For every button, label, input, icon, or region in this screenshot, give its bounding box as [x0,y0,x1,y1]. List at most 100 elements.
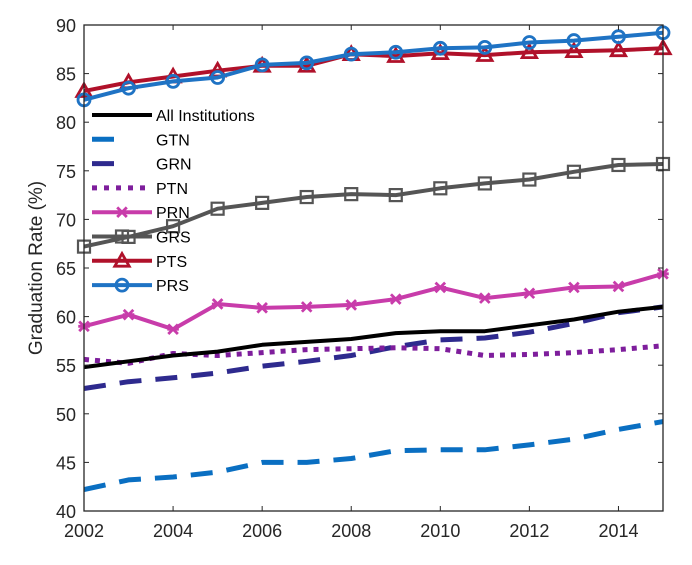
legend-marker [112,250,132,268]
asterisk-marker [256,302,268,314]
series-gtn [83,419,664,493]
series-line [83,30,664,102]
data-point [523,287,536,300]
series-ptn [83,343,664,366]
square-marker [388,188,403,203]
triangle-marker [112,250,132,268]
circle-marker [343,46,359,62]
data-point [568,281,580,294]
x-tick-label: 2008 [331,521,371,541]
asterisk-marker [389,293,402,305]
asterisk-marker [116,206,128,218]
square-marker [522,172,537,187]
data-point [121,80,136,96]
series-line [83,304,664,370]
data-point [344,187,359,202]
legend-label: All Institutions [156,108,255,125]
asterisk-marker [300,301,313,313]
legend-item: PRN [92,205,190,222]
circle-marker [432,40,448,56]
legend-item: PTN [92,181,188,198]
data-point [611,29,626,45]
data-point [299,55,315,71]
asterisk-marker [523,287,536,300]
data-point [165,73,181,89]
y-tick-label: 90 [56,16,76,36]
data-point [434,281,447,294]
y-tick-label: 70 [56,210,76,230]
data-point [210,70,226,85]
data-point [566,164,582,179]
y-tick-label: 50 [56,405,76,425]
legend-label: PRN [156,205,190,222]
data-point [522,172,537,187]
data-point [256,302,268,314]
series-grn [83,304,664,391]
circle-marker [121,80,136,96]
legend-item: PRS [92,277,189,295]
series-all-institutions [83,304,664,370]
data-point [475,45,495,62]
data-point [611,157,626,173]
y-tick-label: 85 [56,65,76,85]
legend: All Institutions GTN GRN PTN PRN GRS PTS PRS [92,108,255,295]
data-point [521,35,537,50]
triangle-marker [608,40,629,58]
series-line [83,343,664,366]
data-point [433,181,448,196]
data-point [345,299,358,311]
square-marker [114,229,130,244]
y-tick-label: 40 [56,502,76,522]
square-marker [255,195,270,210]
square-marker [611,157,626,173]
data-point [343,46,359,62]
data-point [167,323,179,336]
data-point [300,301,313,313]
legend-marker [116,206,128,218]
data-point [210,201,225,216]
legend-label: PTN [156,181,188,198]
legend-item: All Institutions [92,108,255,125]
square-marker [210,201,225,216]
series-line [83,162,664,249]
series-line [83,419,664,493]
triangle-marker [564,41,584,59]
asterisk-marker [211,298,224,310]
circle-marker [254,57,270,73]
square-marker [299,189,314,205]
y-tick-label: 80 [56,113,76,133]
asterisk-marker [612,280,625,293]
x-tick-label: 2012 [509,521,549,541]
legend-item: PTS [92,250,187,271]
legend-item: GTN [92,132,190,149]
legend-label: PRS [156,278,189,295]
circle-marker [521,35,537,50]
data-point [477,39,493,55]
asterisk-marker [345,299,358,311]
circle-marker [477,39,493,55]
y-axis-label: Graduation Rate (%) [26,181,47,355]
legend-marker [114,229,130,244]
circle-marker [611,29,626,45]
circle-marker [566,33,582,48]
data-point [566,33,582,48]
triangle-marker [475,45,495,62]
series-layer [74,25,673,493]
legend-item: GRS [92,229,191,247]
data-point [388,188,403,203]
series-line [83,304,664,391]
data-point [479,292,491,304]
data-point [211,298,224,310]
asterisk-marker [568,281,580,294]
x-tick-label: 2004 [153,521,193,541]
x-tick-label: 2002 [64,521,104,541]
data-point [122,308,135,321]
y-tick-label: 55 [56,356,76,376]
circle-marker [388,44,404,60]
legend-item: GRN [92,157,192,174]
data-point [612,280,625,293]
legend-label: GRS [156,230,191,247]
series-prn [78,268,669,336]
y-tick-label: 60 [56,308,76,328]
